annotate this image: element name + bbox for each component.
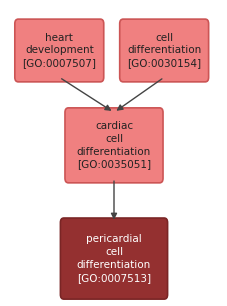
FancyBboxPatch shape (119, 19, 208, 82)
Text: cell
differentiation
[GO:0030154]: cell differentiation [GO:0030154] (126, 33, 200, 68)
Text: pericardial
cell
differentiation
[GO:0007513]: pericardial cell differentiation [GO:000… (76, 234, 151, 283)
FancyBboxPatch shape (15, 19, 103, 82)
Text: heart
development
[GO:0007507]: heart development [GO:0007507] (22, 33, 96, 68)
Text: cardiac
cell
differentiation
[GO:0035051]: cardiac cell differentiation [GO:0035051… (76, 121, 151, 170)
FancyBboxPatch shape (65, 108, 162, 183)
FancyBboxPatch shape (60, 218, 167, 299)
